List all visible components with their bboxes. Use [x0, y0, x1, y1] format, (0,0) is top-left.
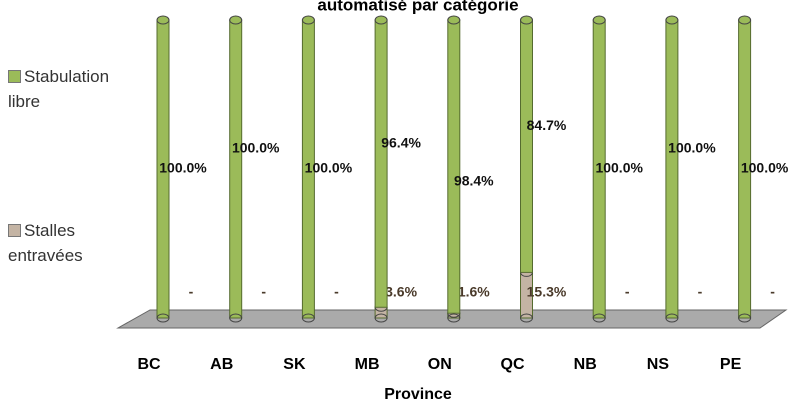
data-label: 100.0%: [741, 160, 789, 176]
data-label: 100.0%: [232, 140, 280, 156]
data-label: 96.4%: [381, 134, 421, 150]
legend-label: Stalles entravées: [8, 221, 83, 265]
data-label: -: [770, 284, 775, 300]
bar-cap: [374, 15, 388, 25]
bar-base: [156, 313, 170, 323]
bar-cap: [592, 15, 606, 25]
bar-cap: [229, 15, 243, 25]
data-label: 100.0%: [595, 160, 643, 176]
data-label: -: [698, 284, 703, 300]
legend-item: Stalles entravées: [8, 218, 143, 268]
bar-cap: [738, 15, 752, 25]
data-label: -: [625, 284, 630, 300]
floor: [116, 309, 788, 329]
bar: [229, 19, 243, 319]
data-label: -: [334, 284, 339, 300]
data-label: 15.3%: [527, 284, 567, 300]
bar-base: [592, 313, 606, 323]
x-tick-label: MB: [355, 356, 380, 373]
data-label: -: [261, 284, 266, 300]
x-tick-label: NS: [647, 356, 670, 373]
x-tick-label: NB: [574, 356, 597, 373]
data-label: 1.6%: [458, 284, 490, 300]
data-label: 100.0%: [305, 160, 353, 176]
legend-label: Stabulation libre: [8, 67, 110, 111]
chart-title: automatisé par catégorie: [317, 0, 518, 14]
x-tick-label: QC: [501, 356, 525, 373]
bar: [374, 19, 388, 308]
data-label: 98.4%: [454, 173, 494, 189]
bar-base: [738, 313, 752, 323]
bar-cap: [301, 15, 315, 25]
data-label: 100.0%: [159, 160, 207, 176]
x-tick-label: PE: [720, 356, 742, 373]
bar-base: [447, 313, 461, 323]
legend-swatch: [8, 70, 21, 83]
bar: [665, 19, 679, 319]
data-label: -: [189, 284, 194, 300]
bar-base: [301, 313, 315, 323]
legend-swatch: [8, 224, 21, 237]
x-tick-label: ON: [428, 356, 452, 373]
data-label: 3.6%: [385, 284, 417, 300]
bar-cap: [447, 15, 461, 25]
data-label: 100.0%: [668, 140, 716, 156]
x-tick-label: BC: [137, 356, 161, 373]
bar-cap: [156, 15, 170, 25]
bar: [447, 19, 461, 314]
bar: [520, 19, 533, 273]
bar-cap: [665, 15, 679, 25]
data-label: 84.7%: [527, 117, 567, 133]
bar-cap: [520, 15, 533, 25]
bar-base: [374, 313, 388, 323]
legend-item: Stabulation libre: [8, 64, 143, 114]
x-tick-label: SK: [283, 356, 306, 373]
bar-base: [520, 313, 533, 323]
bar-base: [229, 313, 243, 323]
bar-base: [665, 313, 679, 323]
x-axis-label: Province: [384, 386, 452, 403]
x-tick-label: AB: [210, 356, 233, 373]
